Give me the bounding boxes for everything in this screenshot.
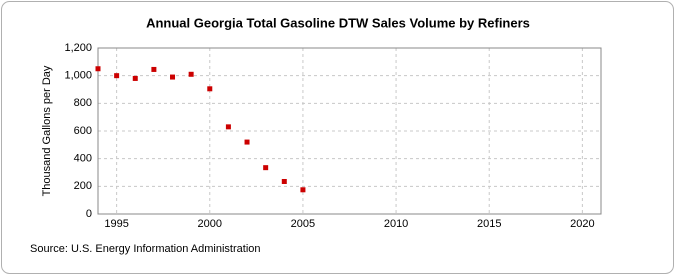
point <box>207 86 213 92</box>
point <box>244 139 250 145</box>
x-tick-label: 2020 <box>570 218 594 230</box>
point <box>281 178 287 184</box>
y-tick-label: 600 <box>74 125 92 137</box>
y-tick-label: 400 <box>74 153 92 165</box>
point <box>151 66 157 72</box>
x-tick-label: 2005 <box>291 218 315 230</box>
y-tick-label: 1,000 <box>64 70 92 82</box>
source-note: Source: U.S. Energy Information Administ… <box>30 243 261 255</box>
point <box>132 75 138 81</box>
y-tick-label: 0 <box>86 208 92 220</box>
x-tick-label: 2000 <box>198 218 222 230</box>
point <box>95 66 101 72</box>
plot-border <box>97 47 602 215</box>
point <box>114 73 120 79</box>
x-tick-label: 2010 <box>384 218 408 230</box>
x-tick-label: 2015 <box>477 218 501 230</box>
plot-area <box>98 48 601 214</box>
point <box>170 74 176 80</box>
point <box>225 124 231 130</box>
y-tick-label: 1,200 <box>64 42 92 54</box>
y-tick-label: 200 <box>74 180 92 192</box>
y-tick-label: 800 <box>74 97 92 109</box>
point <box>263 165 269 171</box>
point <box>188 71 194 77</box>
x-tick-label: 1995 <box>104 218 128 230</box>
chart-title: Annual Georgia Total Gasoline DTW Sales … <box>146 15 530 30</box>
y-axis-label: Thousand Gallons per Day <box>41 65 53 196</box>
point <box>300 187 306 193</box>
